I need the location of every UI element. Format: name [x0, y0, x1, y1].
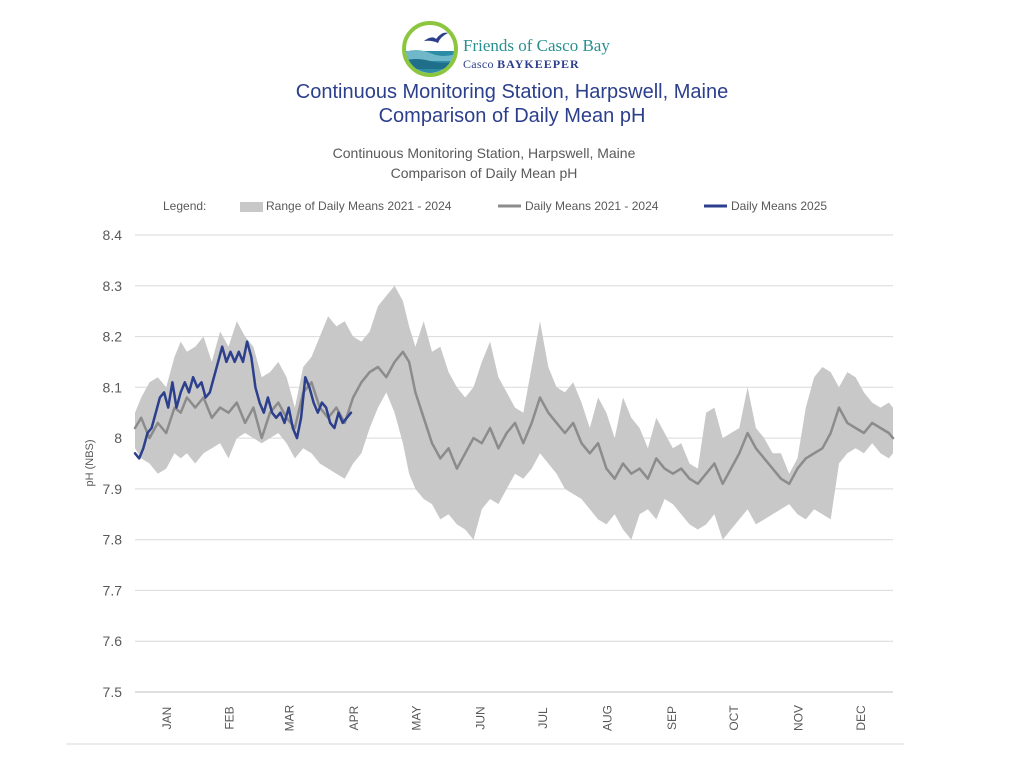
y-tick-label: 7.7	[103, 582, 123, 598]
x-tick-label: FEB	[223, 706, 237, 729]
x-tick-label: MAR	[283, 704, 297, 731]
x-tick-label: NOV	[792, 705, 806, 731]
mean-line-2021-2024	[133, 350, 895, 486]
y-axis-ticks: 8.4 8.3 8.2 8.1 8 7.9 7.8 7.7 7.6 7.5	[103, 227, 123, 700]
chart-title-line-2: Comparison of Daily Mean pH	[391, 165, 578, 181]
legend-swatch-range	[240, 202, 263, 212]
legend-label: Legend:	[163, 199, 206, 213]
logo-name: Friends of Casco Bay	[463, 36, 610, 55]
y-tick-label: 7.5	[103, 684, 123, 700]
legend-entry-current: Daily Means 2025	[731, 199, 827, 213]
page-title-line-1: Continuous Monitoring Station, Harpswell…	[295, 81, 729, 103]
y-tick-label: 8.3	[103, 278, 123, 294]
y-tick-label: 8.1	[103, 379, 123, 395]
logo-subtitle: Casco BAYKEEPER	[463, 57, 580, 72]
x-tick-label: AUG	[600, 705, 614, 731]
legend: Legend: Range of Daily Means 2021 - 2024…	[163, 199, 827, 213]
x-tick-label: APR	[347, 705, 361, 730]
logo: Friends of Casco Bay Casco BAYKEEPER	[402, 21, 632, 81]
x-tick-label: OCT	[727, 705, 741, 731]
plot-area	[133, 285, 895, 540]
x-axis-ticks: JAN FEB MAR APR MAY JUN JUL AUG SEP OCT NOV DEC	[160, 704, 868, 731]
y-tick-label: 7.6	[103, 633, 123, 649]
y-tick-label: 7.8	[103, 532, 123, 548]
y-axis-label: pH (NBS)	[84, 439, 96, 486]
logo-subtitle-emphasis: BAYKEEPER	[497, 57, 580, 71]
mean-line-2025	[133, 340, 353, 460]
y-tick-label: 8.4	[103, 227, 123, 243]
x-tick-label: JAN	[160, 707, 174, 730]
chart-title-line-1: Continuous Monitoring Station, Harpswell…	[333, 145, 636, 161]
y-tick-label: 8	[114, 430, 122, 446]
y-tick-label: 7.9	[103, 481, 123, 497]
bird-over-water-icon	[402, 21, 458, 77]
logo-subtitle-prefix: Casco	[463, 57, 498, 71]
x-tick-label: JUL	[536, 707, 550, 729]
x-tick-label: DEC	[854, 705, 868, 731]
page-title-line-2: Comparison of Daily Mean pH	[378, 105, 646, 127]
x-tick-label: JUN	[474, 706, 488, 729]
x-tick-label: MAY	[409, 705, 423, 730]
range-band-2021-2024	[135, 285, 893, 540]
legend-entry-mean: Daily Means 2021 - 2024	[525, 199, 659, 213]
x-tick-label: SEP	[665, 706, 679, 730]
legend-entry-range: Range of Daily Means 2021 - 2024	[266, 199, 452, 213]
y-tick-label: 8.2	[103, 329, 123, 345]
